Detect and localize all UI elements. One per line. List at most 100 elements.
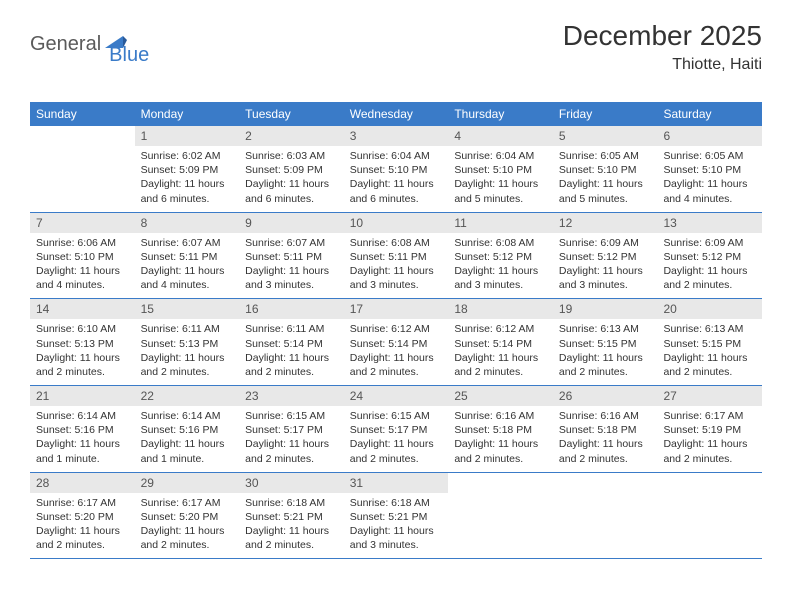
- week-row: 21Sunrise: 6:14 AMSunset: 5:16 PMDayligh…: [30, 386, 762, 473]
- day-number: 4: [448, 126, 553, 146]
- day-number: 25: [448, 386, 553, 406]
- day-number: 20: [657, 299, 762, 319]
- weekday-header: Monday: [135, 102, 240, 126]
- week-row: 1Sunrise: 6:02 AMSunset: 5:09 PMDaylight…: [30, 126, 762, 213]
- day-cell: 31Sunrise: 6:18 AMSunset: 5:21 PMDayligh…: [344, 473, 449, 559]
- day-details: Sunrise: 6:16 AMSunset: 5:18 PMDaylight:…: [448, 406, 553, 472]
- day-cell: 23Sunrise: 6:15 AMSunset: 5:17 PMDayligh…: [239, 386, 344, 472]
- day-details: Sunrise: 6:10 AMSunset: 5:13 PMDaylight:…: [30, 319, 135, 385]
- day-details: Sunrise: 6:02 AMSunset: 5:09 PMDaylight:…: [135, 146, 240, 212]
- day-cell: 24Sunrise: 6:15 AMSunset: 5:17 PMDayligh…: [344, 386, 449, 472]
- day-cell: 30Sunrise: 6:18 AMSunset: 5:21 PMDayligh…: [239, 473, 344, 559]
- day-number: 6: [657, 126, 762, 146]
- day-cell: 5Sunrise: 6:05 AMSunset: 5:10 PMDaylight…: [553, 126, 658, 212]
- logo: General Blue: [30, 22, 149, 67]
- day-details: Sunrise: 6:17 AMSunset: 5:19 PMDaylight:…: [657, 406, 762, 472]
- day-details: Sunrise: 6:08 AMSunset: 5:11 PMDaylight:…: [344, 233, 449, 299]
- day-details: Sunrise: 6:05 AMSunset: 5:10 PMDaylight:…: [553, 146, 658, 212]
- month-title: December 2025: [563, 20, 762, 52]
- day-cell: 22Sunrise: 6:14 AMSunset: 5:16 PMDayligh…: [135, 386, 240, 472]
- day-number: 11: [448, 213, 553, 233]
- day-cell: 16Sunrise: 6:11 AMSunset: 5:14 PMDayligh…: [239, 299, 344, 385]
- day-cell: 14Sunrise: 6:10 AMSunset: 5:13 PMDayligh…: [30, 299, 135, 385]
- day-cell: 18Sunrise: 6:12 AMSunset: 5:14 PMDayligh…: [448, 299, 553, 385]
- day-cell: 1Sunrise: 6:02 AMSunset: 5:09 PMDaylight…: [135, 126, 240, 212]
- day-cell: 6Sunrise: 6:05 AMSunset: 5:10 PMDaylight…: [657, 126, 762, 212]
- day-details: Sunrise: 6:15 AMSunset: 5:17 PMDaylight:…: [344, 406, 449, 472]
- weekday-header-row: SundayMondayTuesdayWednesdayThursdayFrid…: [30, 102, 762, 126]
- day-cell: 4Sunrise: 6:04 AMSunset: 5:10 PMDaylight…: [448, 126, 553, 212]
- day-number: 3: [344, 126, 449, 146]
- weekday-header: Saturday: [657, 102, 762, 126]
- day-cell: 10Sunrise: 6:08 AMSunset: 5:11 PMDayligh…: [344, 213, 449, 299]
- day-details: Sunrise: 6:09 AMSunset: 5:12 PMDaylight:…: [657, 233, 762, 299]
- day-details: Sunrise: 6:11 AMSunset: 5:14 PMDaylight:…: [239, 319, 344, 385]
- day-details: Sunrise: 6:07 AMSunset: 5:11 PMDaylight:…: [239, 233, 344, 299]
- logo-text-blue: Blue: [109, 44, 149, 67]
- day-cell: 8Sunrise: 6:07 AMSunset: 5:11 PMDaylight…: [135, 213, 240, 299]
- location: Thiotte, Haiti: [563, 56, 762, 74]
- day-number: 29: [135, 473, 240, 493]
- week-row: 14Sunrise: 6:10 AMSunset: 5:13 PMDayligh…: [30, 299, 762, 386]
- day-details: Sunrise: 6:15 AMSunset: 5:17 PMDaylight:…: [239, 406, 344, 472]
- day-cell: 12Sunrise: 6:09 AMSunset: 5:12 PMDayligh…: [553, 213, 658, 299]
- day-number: 19: [553, 299, 658, 319]
- day-number: 27: [657, 386, 762, 406]
- day-cell: 11Sunrise: 6:08 AMSunset: 5:12 PMDayligh…: [448, 213, 553, 299]
- day-number: 24: [344, 386, 449, 406]
- day-details: Sunrise: 6:07 AMSunset: 5:11 PMDaylight:…: [135, 233, 240, 299]
- day-number: 26: [553, 386, 658, 406]
- day-number: 10: [344, 213, 449, 233]
- day-number: 23: [239, 386, 344, 406]
- day-cell: 13Sunrise: 6:09 AMSunset: 5:12 PMDayligh…: [657, 213, 762, 299]
- weekday-header: Wednesday: [344, 102, 449, 126]
- day-number: 31: [344, 473, 449, 493]
- day-cell: 29Sunrise: 6:17 AMSunset: 5:20 PMDayligh…: [135, 473, 240, 559]
- weekday-header: Thursday: [448, 102, 553, 126]
- day-number: 21: [30, 386, 135, 406]
- day-cell: 26Sunrise: 6:16 AMSunset: 5:18 PMDayligh…: [553, 386, 658, 472]
- empty-cell: [553, 473, 658, 559]
- day-number: 5: [553, 126, 658, 146]
- logo-text-general: General: [30, 33, 101, 56]
- day-number: 7: [30, 213, 135, 233]
- day-cell: 20Sunrise: 6:13 AMSunset: 5:15 PMDayligh…: [657, 299, 762, 385]
- day-details: Sunrise: 6:13 AMSunset: 5:15 PMDaylight:…: [553, 319, 658, 385]
- day-cell: 17Sunrise: 6:12 AMSunset: 5:14 PMDayligh…: [344, 299, 449, 385]
- header: December 2025 Thiotte, Haiti: [563, 20, 762, 74]
- day-details: Sunrise: 6:04 AMSunset: 5:10 PMDaylight:…: [344, 146, 449, 212]
- day-details: Sunrise: 6:11 AMSunset: 5:13 PMDaylight:…: [135, 319, 240, 385]
- day-cell: 9Sunrise: 6:07 AMSunset: 5:11 PMDaylight…: [239, 213, 344, 299]
- day-details: Sunrise: 6:14 AMSunset: 5:16 PMDaylight:…: [30, 406, 135, 472]
- day-cell: 21Sunrise: 6:14 AMSunset: 5:16 PMDayligh…: [30, 386, 135, 472]
- day-details: Sunrise: 6:17 AMSunset: 5:20 PMDaylight:…: [30, 493, 135, 559]
- day-cell: 27Sunrise: 6:17 AMSunset: 5:19 PMDayligh…: [657, 386, 762, 472]
- day-cell: 19Sunrise: 6:13 AMSunset: 5:15 PMDayligh…: [553, 299, 658, 385]
- calendar-grid: SundayMondayTuesdayWednesdayThursdayFrid…: [30, 102, 762, 559]
- day-details: Sunrise: 6:14 AMSunset: 5:16 PMDaylight:…: [135, 406, 240, 472]
- day-details: Sunrise: 6:17 AMSunset: 5:20 PMDaylight:…: [135, 493, 240, 559]
- day-number: 15: [135, 299, 240, 319]
- day-number: 8: [135, 213, 240, 233]
- day-number: 9: [239, 213, 344, 233]
- day-details: Sunrise: 6:03 AMSunset: 5:09 PMDaylight:…: [239, 146, 344, 212]
- day-cell: 7Sunrise: 6:06 AMSunset: 5:10 PMDaylight…: [30, 213, 135, 299]
- weekday-header: Sunday: [30, 102, 135, 126]
- day-details: Sunrise: 6:12 AMSunset: 5:14 PMDaylight:…: [448, 319, 553, 385]
- day-details: Sunrise: 6:13 AMSunset: 5:15 PMDaylight:…: [657, 319, 762, 385]
- day-details: Sunrise: 6:12 AMSunset: 5:14 PMDaylight:…: [344, 319, 449, 385]
- empty-cell: [657, 473, 762, 559]
- day-number: 1: [135, 126, 240, 146]
- day-cell: 3Sunrise: 6:04 AMSunset: 5:10 PMDaylight…: [344, 126, 449, 212]
- day-details: Sunrise: 6:18 AMSunset: 5:21 PMDaylight:…: [344, 493, 449, 559]
- day-cell: 28Sunrise: 6:17 AMSunset: 5:20 PMDayligh…: [30, 473, 135, 559]
- day-number: 22: [135, 386, 240, 406]
- week-row: 7Sunrise: 6:06 AMSunset: 5:10 PMDaylight…: [30, 213, 762, 300]
- day-number: 12: [553, 213, 658, 233]
- day-cell: 15Sunrise: 6:11 AMSunset: 5:13 PMDayligh…: [135, 299, 240, 385]
- day-cell: 2Sunrise: 6:03 AMSunset: 5:09 PMDaylight…: [239, 126, 344, 212]
- day-number: 28: [30, 473, 135, 493]
- week-row: 28Sunrise: 6:17 AMSunset: 5:20 PMDayligh…: [30, 473, 762, 560]
- day-details: Sunrise: 6:16 AMSunset: 5:18 PMDaylight:…: [553, 406, 658, 472]
- weekday-header: Friday: [553, 102, 658, 126]
